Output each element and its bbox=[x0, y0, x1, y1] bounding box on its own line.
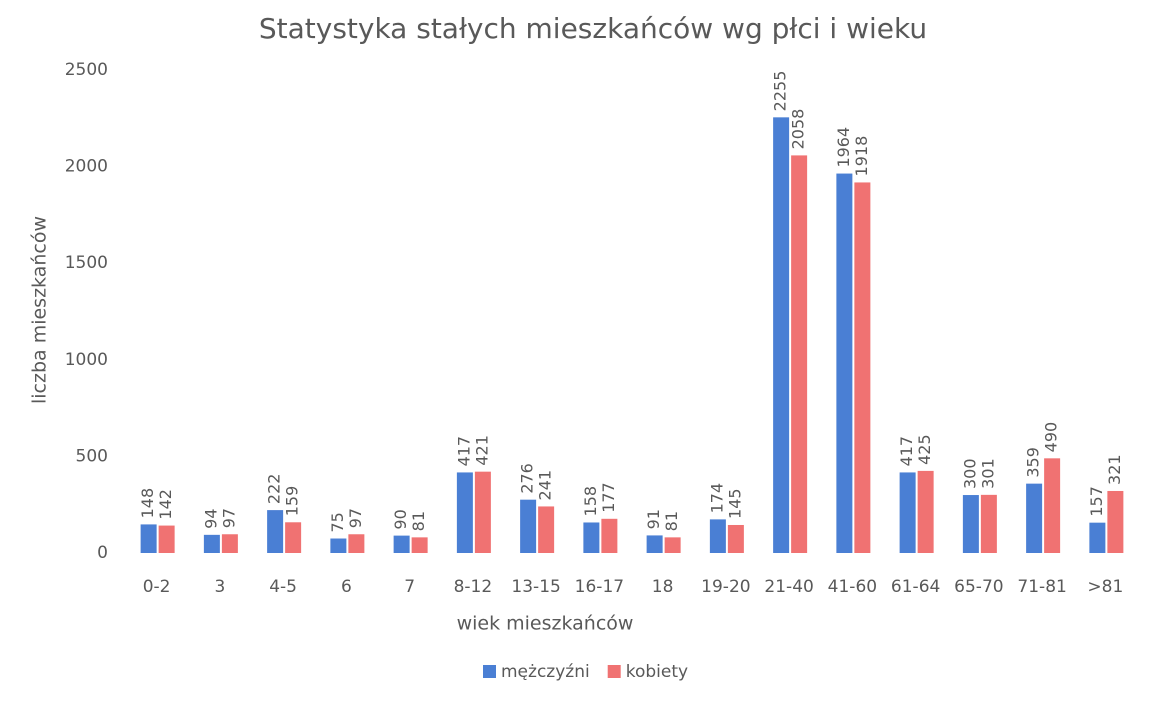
bar bbox=[1026, 483, 1043, 553]
data-label: 300 bbox=[960, 458, 979, 489]
x-tick-label: 6 bbox=[341, 577, 352, 597]
bar bbox=[773, 117, 790, 554]
bar bbox=[1107, 490, 1124, 553]
x-tick-label: 13-15 bbox=[511, 577, 560, 597]
x-tick-label: 3 bbox=[214, 577, 225, 597]
bar bbox=[727, 524, 744, 553]
data-label: 177 bbox=[599, 482, 618, 513]
bar bbox=[980, 494, 997, 553]
data-label: 421 bbox=[472, 435, 491, 466]
chart-title: Statystyka stałych mieszkańców wg płci i… bbox=[259, 12, 927, 45]
data-label: 490 bbox=[1042, 422, 1061, 453]
x-tick-label: 21-40 bbox=[764, 577, 813, 597]
data-label: 301 bbox=[978, 458, 997, 489]
data-label: 417 bbox=[454, 436, 473, 467]
bar bbox=[158, 525, 175, 553]
x-tick-label: 41-60 bbox=[828, 577, 877, 597]
bar bbox=[664, 537, 681, 553]
bar bbox=[709, 519, 726, 553]
legend-swatch bbox=[483, 665, 496, 678]
data-label: 97 bbox=[219, 508, 238, 528]
x-tick-label: 7 bbox=[404, 577, 415, 597]
x-tick-label: 19-20 bbox=[701, 577, 750, 597]
data-label: 97 bbox=[346, 508, 365, 528]
bar bbox=[854, 182, 871, 554]
y-tick-label: 2000 bbox=[65, 157, 108, 177]
data-label: 159 bbox=[283, 486, 302, 517]
bar bbox=[791, 155, 808, 553]
y-tick-label: 1000 bbox=[65, 350, 108, 370]
data-label: 145 bbox=[725, 488, 744, 519]
data-label: 276 bbox=[518, 463, 537, 494]
data-label: 157 bbox=[1087, 486, 1106, 517]
data-label: 359 bbox=[1024, 447, 1043, 478]
bar bbox=[285, 522, 302, 553]
y-tick-label: 2500 bbox=[65, 60, 108, 80]
bar bbox=[1044, 458, 1061, 553]
data-label: 148 bbox=[138, 488, 157, 519]
data-label: 142 bbox=[156, 489, 175, 520]
bar bbox=[1089, 522, 1106, 553]
bar bbox=[456, 472, 473, 553]
data-label: 81 bbox=[662, 511, 681, 531]
data-label: 321 bbox=[1105, 454, 1124, 485]
data-label: 174 bbox=[707, 483, 726, 514]
y-axis-title: liczba mieszkańców bbox=[29, 216, 51, 404]
bar bbox=[330, 538, 347, 553]
x-tick-label: 61-64 bbox=[891, 577, 940, 597]
data-label: 1918 bbox=[852, 136, 871, 177]
y-tick-label: 1500 bbox=[65, 253, 108, 273]
bar bbox=[962, 495, 979, 553]
data-label: 2058 bbox=[789, 109, 808, 150]
data-label: 158 bbox=[581, 486, 600, 517]
x-tick-label: 8-12 bbox=[454, 577, 493, 597]
data-label: 81 bbox=[409, 511, 428, 531]
y-tick-label: 0 bbox=[97, 543, 108, 563]
x-tick-label: 16-17 bbox=[575, 577, 624, 597]
bar bbox=[899, 472, 916, 553]
bar bbox=[646, 535, 663, 553]
data-label: 425 bbox=[915, 434, 934, 465]
data-label: 91 bbox=[644, 509, 663, 529]
data-label: 1964 bbox=[834, 127, 853, 168]
legend-swatch bbox=[607, 665, 621, 678]
bar bbox=[538, 506, 555, 553]
bar bbox=[917, 470, 934, 553]
bar bbox=[221, 534, 238, 553]
bar bbox=[393, 535, 410, 553]
x-tick-label: 0-2 bbox=[143, 577, 171, 597]
bar bbox=[601, 518, 618, 553]
x-axis-title: wiek mieszkańców bbox=[457, 613, 634, 635]
legend-label: kobiety bbox=[626, 662, 688, 682]
bar bbox=[348, 534, 365, 553]
legend-label: mężczyźni bbox=[501, 662, 590, 682]
bar bbox=[267, 510, 284, 553]
bar bbox=[474, 471, 491, 553]
bar bbox=[836, 173, 853, 553]
x-tick-label: 71-81 bbox=[1017, 577, 1066, 597]
data-label: 222 bbox=[265, 474, 284, 505]
y-tick-label: 500 bbox=[76, 446, 108, 466]
data-label: 75 bbox=[328, 512, 347, 532]
bar bbox=[140, 524, 157, 553]
data-label: 94 bbox=[201, 508, 220, 528]
data-label: 90 bbox=[391, 509, 410, 529]
bar bbox=[583, 522, 600, 553]
bar bbox=[411, 537, 428, 553]
x-tick-label: >81 bbox=[1087, 577, 1123, 597]
x-tick-label: 4-5 bbox=[269, 577, 297, 597]
x-tick-label: 18 bbox=[652, 577, 674, 597]
data-label: 241 bbox=[536, 470, 555, 501]
bar bbox=[203, 534, 220, 553]
bar bbox=[520, 499, 537, 553]
data-label: 2255 bbox=[771, 71, 790, 112]
x-tick-label: 65-70 bbox=[954, 577, 1003, 597]
data-label: 417 bbox=[897, 436, 916, 467]
